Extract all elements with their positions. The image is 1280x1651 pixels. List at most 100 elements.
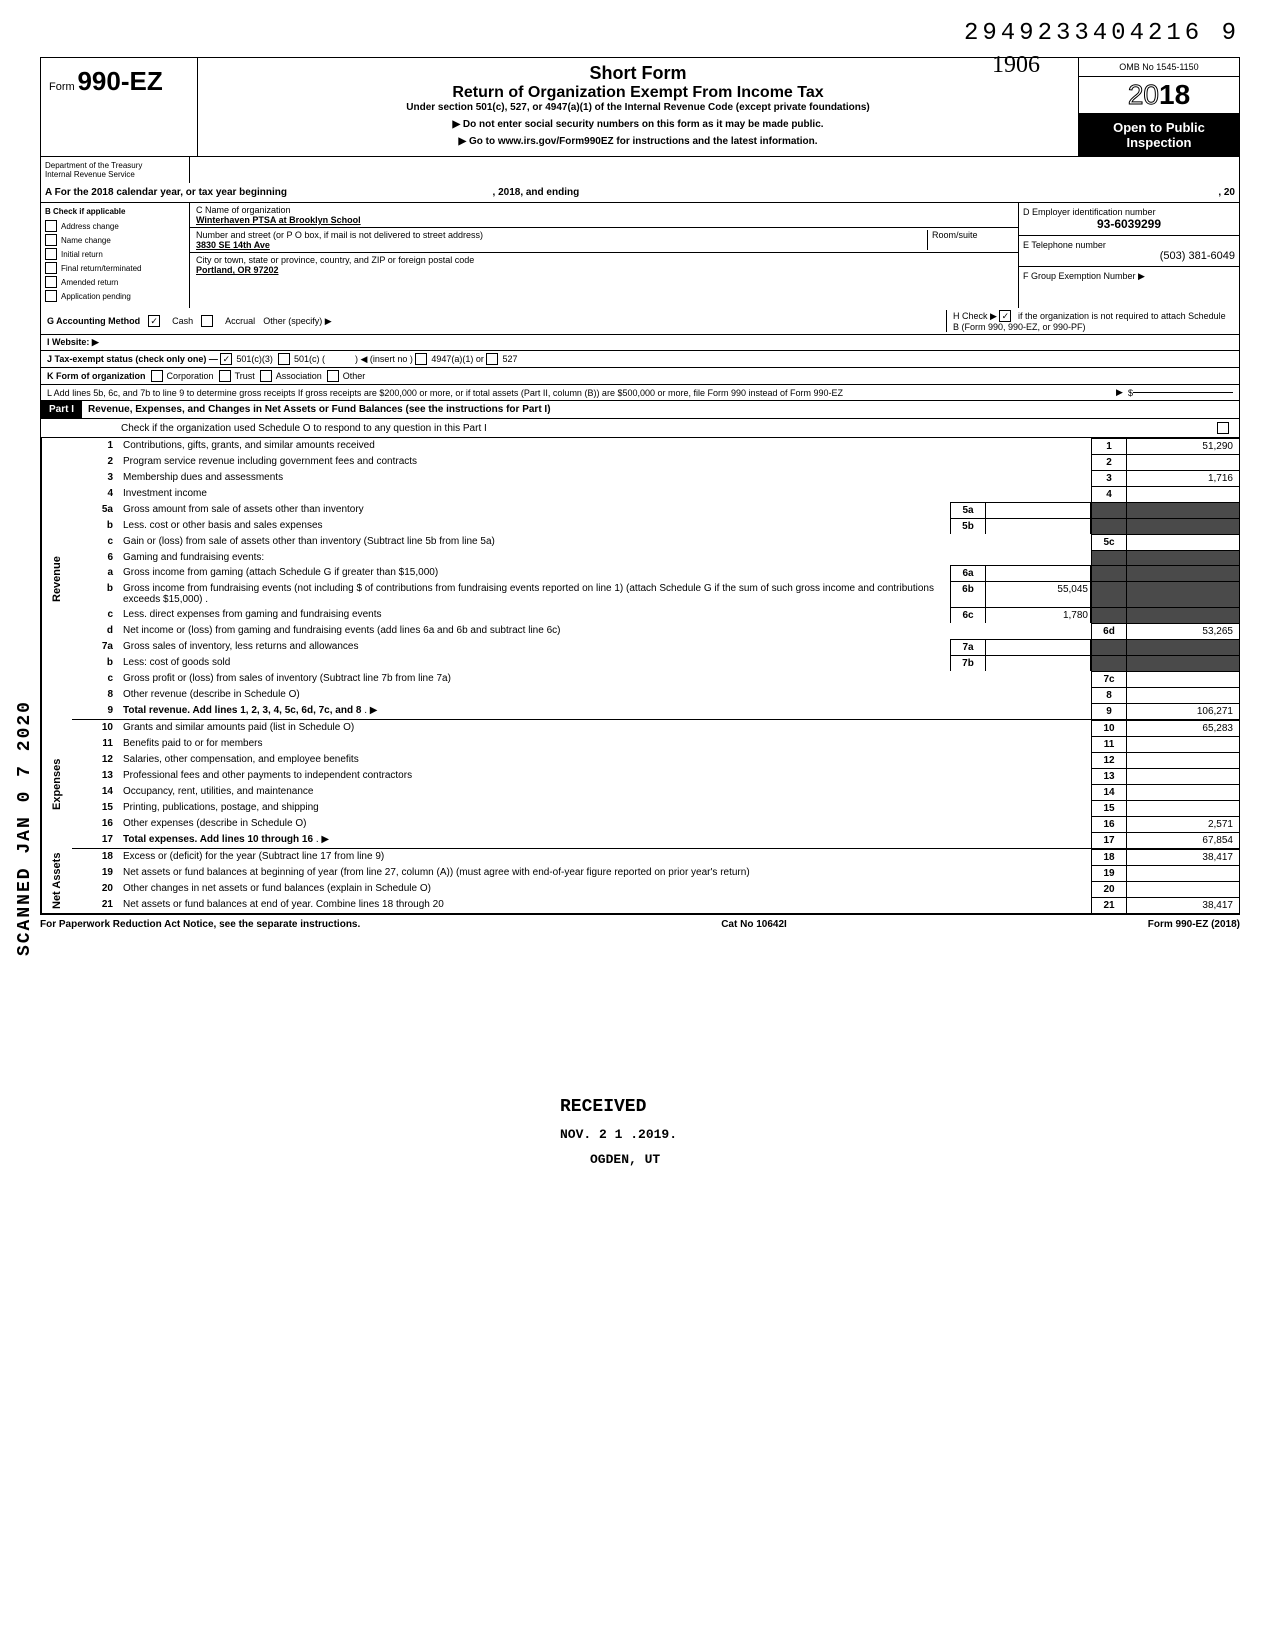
label-final-return: Final return/terminated [61, 264, 141, 273]
checkbox-4947[interactable] [415, 353, 427, 365]
line-7a-desc: Gross sales of inventory, less returns a… [119, 639, 950, 655]
line-17-desc: Total expenses. Add lines 10 through 16 [123, 834, 313, 845]
line-6c-shaded [1091, 607, 1127, 623]
line-11-desc: Benefits paid to or for members [119, 736, 1091, 752]
form-number-box: Form 990-EZ [41, 58, 198, 156]
checkbox-corp[interactable] [151, 370, 163, 382]
line-6a-subval [986, 565, 1091, 581]
col-c: C Name of organization Winterhaven PTSA … [190, 203, 1019, 308]
line-20-num: 20 [1091, 881, 1127, 897]
line-7a-subval [986, 639, 1091, 655]
checkbox-pending[interactable] [45, 290, 57, 302]
line-15-desc: Printing, publications, postage, and shi… [119, 800, 1091, 816]
checkbox-schedule-b[interactable]: ✓ [999, 310, 1011, 322]
checkbox-initial-return[interactable] [45, 248, 57, 260]
line-10-val: 65,283 [1127, 720, 1239, 736]
line-6c-desc: Less. direct expenses from gaming and fu… [119, 607, 950, 623]
year-box: OMB No 1545-1150 2018 Open to Public Ins… [1079, 58, 1239, 156]
line-7b-desc: Less: cost of goods sold [119, 655, 950, 671]
group-exemption-label: F Group Exemption Number ▶ [1023, 271, 1235, 282]
line-21-desc: Net assets or fund balances at end of ye… [119, 897, 1091, 913]
line-18-num: 18 [1091, 849, 1127, 865]
line-14-num: 14 [1091, 784, 1127, 800]
line-6b-desc: Gross income from fundraising events (no… [119, 581, 950, 607]
label-trust: Trust [235, 371, 255, 381]
revenue-section: Revenue 1Contributions, gifts, grants, a… [40, 438, 1240, 720]
line-9-arrow: ▶ [370, 705, 378, 716]
line-3-val: 1,716 [1127, 470, 1239, 486]
form-number: 990-EZ [77, 66, 162, 96]
checkbox-trust[interactable] [219, 370, 231, 382]
line-1-num: 1 [1091, 438, 1127, 454]
checkbox-501c3[interactable]: ✓ [220, 353, 232, 365]
line-6a-desc: Gross income from gaming (attach Schedul… [119, 565, 950, 581]
line-21-val: 38,417 [1127, 897, 1239, 913]
date-stamp: NOV. 2 1 .2019. [560, 1127, 677, 1142]
label-accrual: Accrual [225, 316, 255, 326]
label-501c: 501(c) ( [294, 354, 325, 364]
line-18-desc: Excess or (deficit) for the year (Subtra… [119, 849, 1091, 865]
line-8-num: 8 [1091, 687, 1127, 703]
label-other-method: Other (specify) ▶ [263, 316, 331, 327]
line-18-val: 38,417 [1127, 849, 1239, 865]
received-stamp: RECEIVED [560, 1097, 646, 1117]
row-i-website: I Website: ▶ [47, 337, 99, 348]
return-title: Return of Organization Exempt From Incom… [203, 84, 1073, 102]
line-17-val: 67,854 [1127, 832, 1239, 848]
checkbox-final-return[interactable] [45, 262, 57, 274]
row-l-text: L Add lines 5b, 6c, and 7b to line 9 to … [47, 388, 1116, 398]
under-section: Under section 501(c), 527, or 4947(a)(1)… [203, 102, 1073, 113]
line-2-desc: Program service revenue including govern… [119, 454, 1091, 470]
checkbox-assoc[interactable] [260, 370, 272, 382]
checkbox-amended[interactable] [45, 276, 57, 288]
line-5c-desc: Gain or (loss) from sale of assets other… [119, 534, 1091, 550]
netassets-section: Net Assets 18Excess or (deficit) for the… [40, 849, 1240, 915]
line-16-val: 2,571 [1127, 816, 1239, 832]
checkbox-accrual[interactable] [201, 315, 213, 327]
line-7b-shaded [1091, 655, 1127, 671]
line-6b-subval: 55,045 [986, 581, 1091, 607]
handwritten-year: 1906 [992, 52, 1040, 79]
arrow-l: ▶ [1116, 387, 1123, 398]
line-6d-val: 53,265 [1127, 623, 1239, 639]
line-17-num: 17 [1091, 832, 1127, 848]
line-8-val [1127, 687, 1239, 703]
line-6d-num: 6d [1091, 623, 1127, 639]
line-14-val [1127, 784, 1239, 800]
line-6a-shaded-val [1127, 565, 1239, 581]
line-6c-subval: 1,780 [986, 607, 1091, 623]
ssn-note: ▶ Do not enter social security numbers o… [203, 119, 1073, 130]
checkbox-name-change[interactable] [45, 234, 57, 246]
expenses-section: Expenses 10Grants and similar amounts pa… [40, 720, 1240, 849]
line-16-num: 16 [1091, 816, 1127, 832]
document-number: 2949233404216 9 [40, 20, 1240, 47]
label-assoc: Association [276, 371, 322, 381]
checkbox-address-change[interactable] [45, 220, 57, 232]
checkbox-other-org[interactable] [327, 370, 339, 382]
line-20-val [1127, 881, 1239, 897]
phone-value: (503) 381-6049 [1023, 250, 1235, 262]
footer-left: For Paperwork Reduction Act Notice, see … [40, 919, 360, 930]
line-7b-subval [986, 655, 1091, 671]
line-12-desc: Salaries, other compensation, and employ… [119, 752, 1091, 768]
line-13-desc: Professional fees and other payments to … [119, 768, 1091, 784]
line-5b-desc: Less. cost or other basis and sales expe… [119, 518, 950, 534]
line-6a-sub: 6a [950, 565, 986, 581]
checkbox-501c[interactable] [278, 353, 290, 365]
line-9-val: 106,271 [1127, 703, 1239, 719]
checkbox-schedule-o[interactable] [1217, 422, 1229, 434]
part1-title: Revenue, Expenses, and Changes in Net As… [82, 401, 1239, 418]
website-note: ▶ Go to www.irs.gov/Form990EZ for instru… [203, 136, 1073, 147]
checkbox-cash[interactable]: ✓ [148, 315, 160, 327]
row-g-label: G Accounting Method [47, 316, 140, 326]
omb-number: OMB No 1545-1150 [1079, 58, 1239, 77]
part1-header-row: Part I Revenue, Expenses, and Changes in… [40, 401, 1240, 419]
footer-right: Form 990-EZ (2018) [1148, 919, 1240, 930]
row-a: A For the 2018 calendar year, or tax yea… [40, 183, 1240, 203]
line-7b-sub: 7b [950, 655, 986, 671]
checkbox-527[interactable] [486, 353, 498, 365]
line-6c-shaded-val [1127, 607, 1239, 623]
label-4947: 4947(a)(1) or [431, 354, 484, 364]
line-1-val: 51,290 [1127, 438, 1239, 454]
line-5a-sub: 5a [950, 502, 986, 518]
